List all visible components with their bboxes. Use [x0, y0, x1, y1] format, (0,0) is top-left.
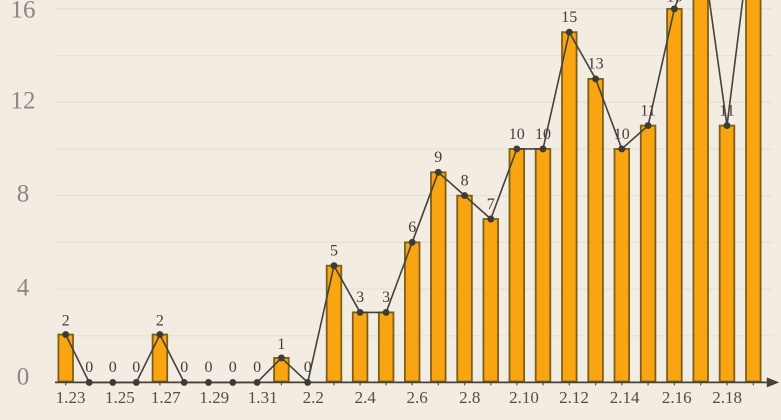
svg-text:3: 3: [382, 289, 390, 306]
svg-text:8: 8: [17, 181, 30, 208]
svg-text:2.8: 2.8: [459, 388, 480, 407]
svg-text:9: 9: [434, 149, 442, 166]
svg-text:16: 16: [11, 0, 36, 24]
svg-text:4: 4: [17, 275, 30, 302]
svg-text:2.6: 2.6: [406, 388, 427, 407]
svg-text:6: 6: [408, 219, 416, 236]
svg-text:0: 0: [253, 359, 261, 376]
svg-text:1.27: 1.27: [151, 388, 181, 407]
svg-text:11: 11: [640, 102, 655, 119]
svg-text:0: 0: [17, 363, 30, 390]
svg-text:15: 15: [561, 9, 577, 26]
svg-text:12: 12: [11, 88, 36, 115]
svg-text:2.12: 2.12: [559, 388, 589, 407]
svg-text:3: 3: [356, 289, 364, 306]
svg-text:0: 0: [109, 359, 117, 376]
svg-text:10: 10: [509, 126, 525, 143]
svg-text:0: 0: [205, 359, 213, 376]
svg-text:2.18: 2.18: [712, 388, 742, 407]
svg-text:5: 5: [330, 243, 338, 260]
svg-text:0: 0: [132, 359, 140, 376]
svg-text:2: 2: [62, 313, 70, 330]
svg-text:11: 11: [719, 102, 734, 119]
svg-text:2.14: 2.14: [610, 388, 640, 407]
svg-text:2.10: 2.10: [509, 388, 539, 407]
svg-text:2.2: 2.2: [303, 388, 324, 407]
svg-text:1.25: 1.25: [105, 388, 135, 407]
svg-text:0: 0: [180, 359, 188, 376]
svg-text:13: 13: [588, 56, 604, 73]
svg-text:10: 10: [535, 126, 551, 143]
svg-text:10: 10: [614, 126, 630, 143]
svg-text:1.29: 1.29: [199, 388, 229, 407]
svg-text:2.4: 2.4: [355, 388, 377, 407]
svg-text:0: 0: [85, 359, 93, 376]
svg-text:8: 8: [461, 172, 469, 189]
svg-text:0: 0: [304, 359, 312, 376]
svg-text:7: 7: [487, 196, 495, 213]
svg-text:1: 1: [277, 336, 285, 353]
svg-text:16: 16: [666, 0, 682, 5]
svg-text:0: 0: [229, 359, 237, 376]
svg-text:1.31: 1.31: [248, 388, 278, 407]
svg-text:2: 2: [156, 313, 164, 330]
svg-text:2.16: 2.16: [662, 388, 692, 407]
svg-text:1.23: 1.23: [56, 388, 86, 407]
